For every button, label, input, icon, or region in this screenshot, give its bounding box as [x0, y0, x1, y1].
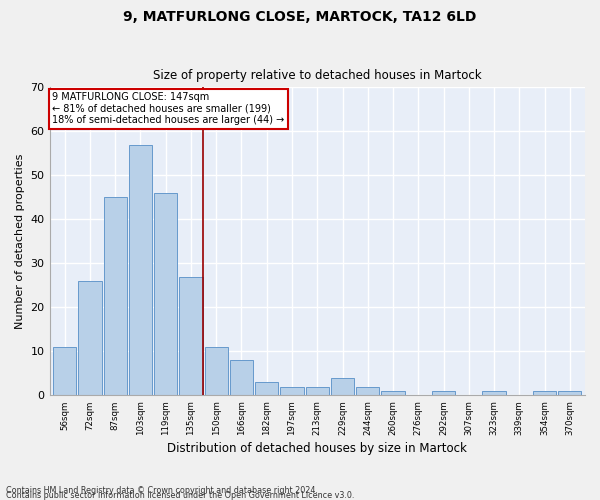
- Bar: [533, 391, 556, 396]
- Bar: [305, 386, 329, 396]
- Bar: [432, 391, 455, 396]
- Bar: [382, 391, 404, 396]
- Bar: [356, 386, 379, 396]
- Bar: [53, 347, 76, 396]
- Y-axis label: Number of detached properties: Number of detached properties: [15, 154, 25, 329]
- Text: Contains public sector information licensed under the Open Government Licence v3: Contains public sector information licen…: [6, 491, 355, 500]
- Bar: [79, 281, 101, 396]
- Text: 9, MATFURLONG CLOSE, MARTOCK, TA12 6LD: 9, MATFURLONG CLOSE, MARTOCK, TA12 6LD: [124, 10, 476, 24]
- Text: 9 MATFURLONG CLOSE: 147sqm
← 81% of detached houses are smaller (199)
18% of sem: 9 MATFURLONG CLOSE: 147sqm ← 81% of deta…: [52, 92, 284, 125]
- Bar: [280, 386, 304, 396]
- Title: Size of property relative to detached houses in Martock: Size of property relative to detached ho…: [153, 69, 482, 82]
- Bar: [331, 378, 354, 396]
- Bar: [154, 193, 178, 396]
- Bar: [482, 391, 506, 396]
- Bar: [104, 198, 127, 396]
- Bar: [558, 391, 581, 396]
- Bar: [129, 144, 152, 396]
- Bar: [230, 360, 253, 396]
- Bar: [255, 382, 278, 396]
- X-axis label: Distribution of detached houses by size in Martock: Distribution of detached houses by size …: [167, 442, 467, 455]
- Text: Contains HM Land Registry data © Crown copyright and database right 2024.: Contains HM Land Registry data © Crown c…: [6, 486, 318, 495]
- Bar: [179, 276, 203, 396]
- Bar: [205, 347, 228, 396]
